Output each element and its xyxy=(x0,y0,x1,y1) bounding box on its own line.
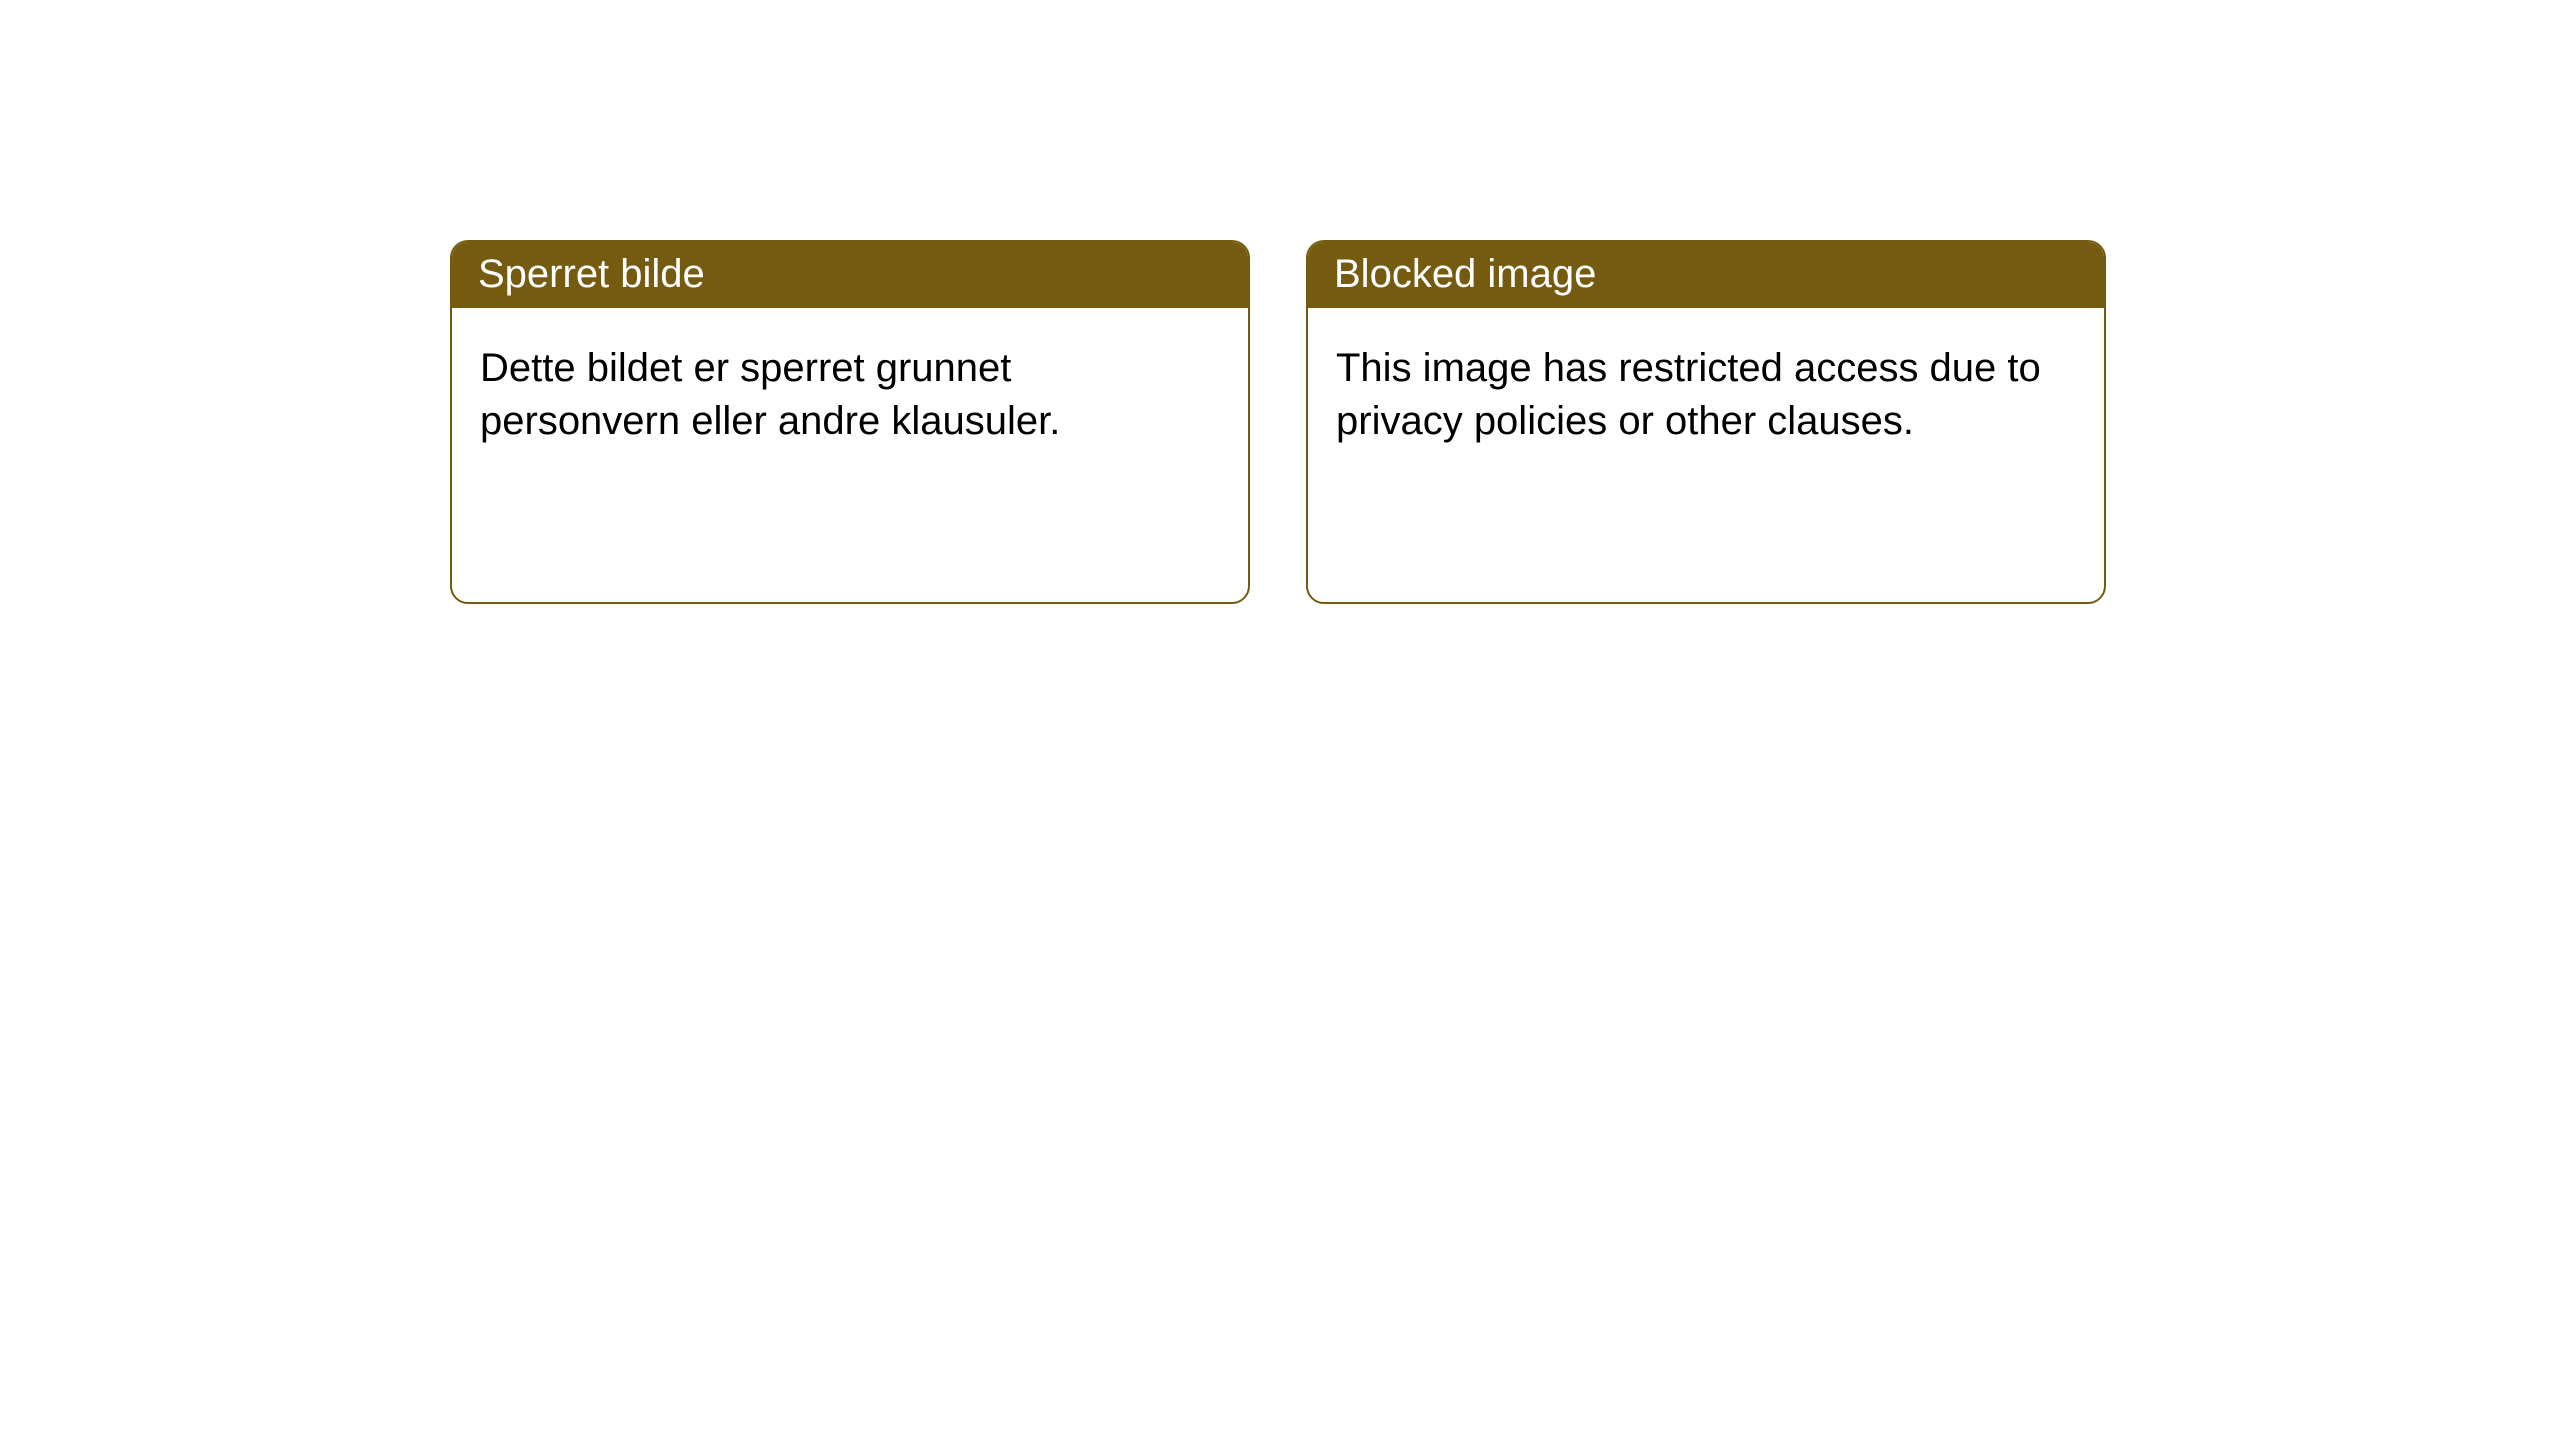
notice-card-english: Blocked image This image has restricted … xyxy=(1306,240,2106,604)
notice-body-norwegian: Dette bildet er sperret grunnet personve… xyxy=(452,308,1248,602)
notice-title-norwegian: Sperret bilde xyxy=(452,242,1248,308)
notice-card-norwegian: Sperret bilde Dette bildet er sperret gr… xyxy=(450,240,1250,604)
notice-container: Sperret bilde Dette bildet er sperret gr… xyxy=(450,240,2106,604)
notice-body-english: This image has restricted access due to … xyxy=(1308,308,2104,602)
notice-title-english: Blocked image xyxy=(1308,242,2104,308)
